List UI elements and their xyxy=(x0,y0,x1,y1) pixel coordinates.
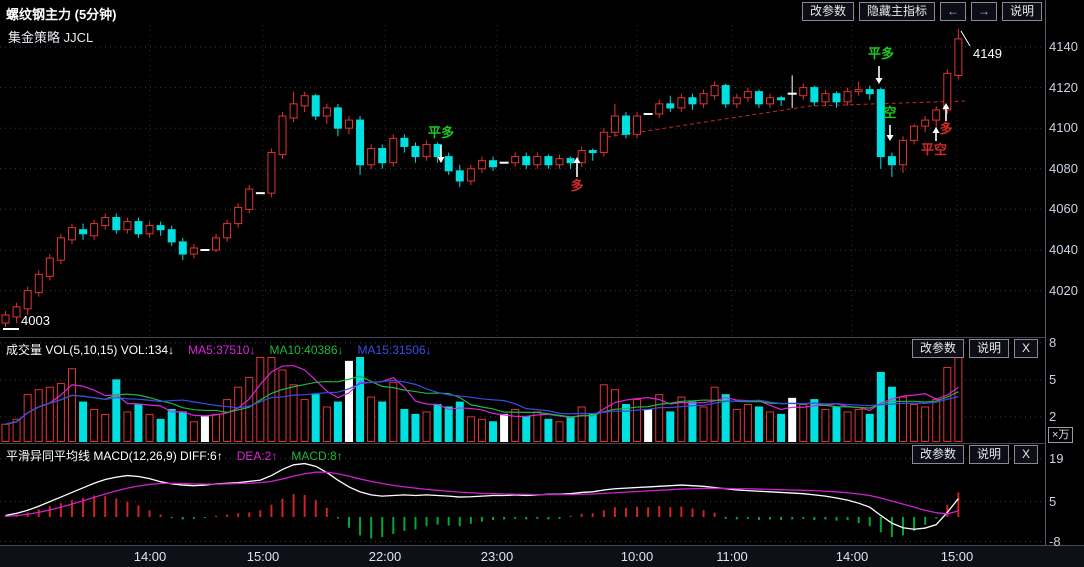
down-arrow-icon xyxy=(875,78,883,84)
macd-help-button[interactable]: 说明 xyxy=(968,445,1009,464)
price-extreme-labels: 4149 4003 xyxy=(3,30,1002,330)
help-button[interactable]: 说明 xyxy=(1001,2,1042,21)
time-axis-label: 10:00 xyxy=(620,549,654,564)
price-axis-label: 4040 xyxy=(1049,242,1078,257)
macd-panel-buttons: 改参数 说明 X xyxy=(907,445,1038,464)
vol-close-button[interactable]: X xyxy=(1013,339,1038,358)
macd-lines xyxy=(5,462,959,530)
time-axis-label: 15:00 xyxy=(940,549,974,564)
dea-line xyxy=(5,471,959,518)
time-axis-label: 22:00 xyxy=(368,549,402,564)
macd-axis-label: 19 xyxy=(1049,450,1064,466)
price-axis-label: 4080 xyxy=(1049,160,1078,176)
volume-indicator-label: MA5:37510↓ xyxy=(188,343,256,357)
diff-line xyxy=(5,462,959,530)
macd-panel-header: 平滑异同平均线 MACD(12,26,9) DIFF:6↑ DEA:2↑ MACD:… xyxy=(6,447,357,464)
volume-axis-label: 8 xyxy=(1049,334,1057,350)
trendline xyxy=(606,100,966,138)
signal-text: 平多 xyxy=(868,46,894,61)
price-axis-label: 4120 xyxy=(1049,79,1078,95)
high-price-label: 4149 xyxy=(973,46,1002,61)
signal-text: 多 xyxy=(570,178,583,193)
strategy-label: 集金策略 JJCL xyxy=(8,30,94,45)
low-price-label: 4003 xyxy=(21,313,50,328)
macd-histogram xyxy=(4,492,960,539)
panel-separator xyxy=(0,337,1084,338)
time-axis-label: 23:00 xyxy=(480,549,514,564)
volume-panel-header: 成交量 VOL(5,10,15) VOL:134↓ MA5:37510↓ MA10:… xyxy=(6,341,446,358)
price-axis-label: 4060 xyxy=(1049,201,1078,217)
next-arrow-button[interactable]: → xyxy=(970,2,997,21)
volume-chart[interactable] xyxy=(0,340,1045,443)
macd-axis-label: -8 xyxy=(1049,533,1061,549)
up-arrow-icon xyxy=(573,157,581,163)
page-title: 螺纹钢主力 (5分钟) xyxy=(6,7,117,22)
volume-panel-buttons: 改参数 说明 X xyxy=(907,339,1038,358)
volume-indicator-label: 成交量 VOL(5,10,15) VOL:134↓ xyxy=(6,343,175,357)
volume-ma-lines xyxy=(5,364,959,425)
macd-chart[interactable] xyxy=(0,448,1045,545)
volume-indicator-label: MA15:31506↓ xyxy=(357,343,432,357)
macd-change-params-button[interactable]: 改参数 xyxy=(911,445,964,464)
time-axis-label: 14:00 xyxy=(133,549,167,564)
macd-close-button[interactable]: X xyxy=(1013,445,1038,464)
time-axis: 14:00 15:00 22:00 23:00 10:00 11:00 14:00 15:00 xyxy=(0,545,1084,567)
time-axis-label: 14:00 xyxy=(835,549,869,564)
vol-change-params-button[interactable]: 改参数 xyxy=(911,339,964,358)
signal-text: 多 xyxy=(939,121,952,136)
macd-axis-label: 5 xyxy=(1049,493,1057,509)
time-axis-label: 11:00 xyxy=(716,549,748,564)
vol-help-button[interactable]: 说明 xyxy=(968,339,1009,358)
signal-text: 平多 xyxy=(428,125,454,140)
price-axis-label: 4100 xyxy=(1049,120,1078,136)
macd-indicator-label: 平滑异同平均线 MACD(12,26,9) DIFF:6↑ xyxy=(6,449,223,463)
hide-main-indicator-button[interactable]: 隐藏主指标 xyxy=(858,2,935,21)
down-arrow-icon xyxy=(437,157,445,163)
volume-axis-label: 2 xyxy=(1049,408,1057,424)
volume-unit-badge: ×万 xyxy=(1048,427,1074,443)
panel-separator xyxy=(0,443,1084,444)
volume-axis-label: 5 xyxy=(1049,371,1057,387)
price-axis-label: 4140 xyxy=(1049,39,1078,54)
macd-gridlines xyxy=(0,458,1045,543)
signal-text: 空 xyxy=(883,105,896,120)
prev-arrow-button[interactable]: ← xyxy=(939,2,966,21)
down-arrow-icon xyxy=(886,135,894,141)
change-params-button[interactable]: 改参数 xyxy=(801,2,854,21)
macd-indicator-label: DEA:2↑ xyxy=(236,449,278,463)
volume-indicator-label: MA10:40386↓ xyxy=(269,343,344,357)
volume-bars xyxy=(1,357,963,443)
macd-indicator-label: MACD:8↑ xyxy=(291,449,343,463)
up-arrow-icon xyxy=(932,127,940,133)
main-gridlines xyxy=(0,25,1045,337)
toolbar: 改参数 隐藏主指标 ← → 说明 xyxy=(797,2,1042,21)
candlesticks xyxy=(1,28,963,328)
price-axis-label: 4020 xyxy=(1049,282,1078,298)
signal-text: 平空 xyxy=(921,142,947,157)
price-axis: 4140 4120 4100 4080 4060 4040 4020 8 5 2 19 5 -8 xyxy=(1045,0,1084,549)
time-axis-label: 15:00 xyxy=(246,549,280,564)
up-arrow-icon xyxy=(942,103,950,109)
